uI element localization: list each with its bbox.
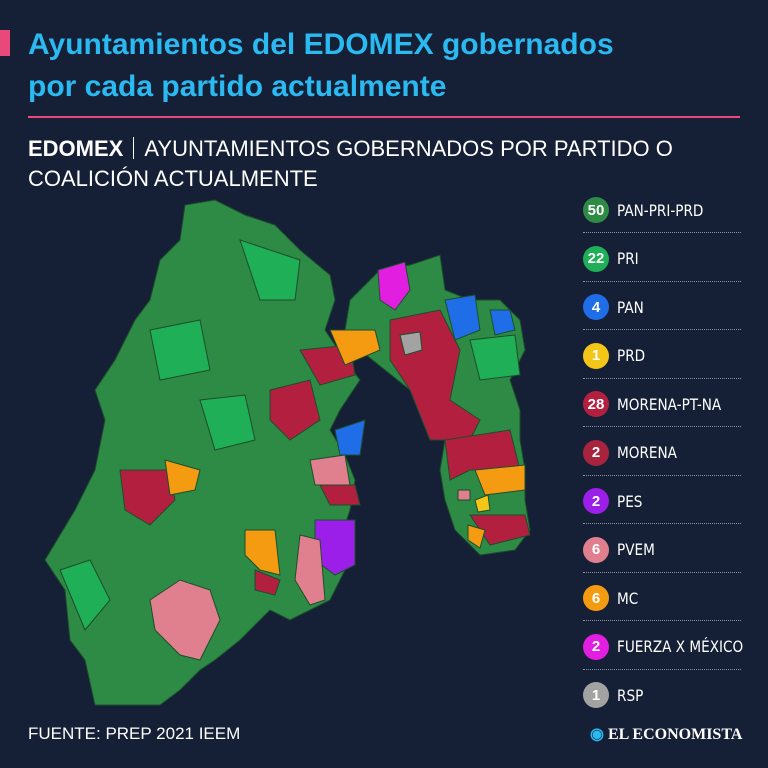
legend-count: 22	[583, 245, 609, 272]
region	[44, 199, 361, 706]
region	[149, 319, 211, 381]
region	[467, 524, 486, 549]
legend-label: PES	[617, 491, 643, 511]
region	[377, 261, 411, 311]
legend-count: 1	[583, 342, 609, 369]
subtitle-line: EDOMEX AYUNTAMIENTOS GOBERNADOS POR PARTI…	[28, 134, 673, 164]
legend-separator	[583, 329, 741, 330]
legend-separator	[583, 280, 741, 282]
legend-separator	[583, 668, 741, 670]
legend-label: FUERZA X MÉXICO	[617, 637, 744, 656]
region	[149, 579, 221, 661]
title: Ayuntamientos del EDOMEX gobernados por …	[28, 24, 614, 108]
separator	[133, 137, 135, 159]
region	[399, 331, 423, 356]
legend-separator	[583, 232, 741, 233]
subtitle-text: AYUNTAMIENTOS GOBERNADOS POR PARTIDO O	[144, 136, 673, 161]
subtitle-label: EDOMEX	[28, 136, 124, 161]
legend-separator	[583, 377, 741, 379]
region	[239, 239, 301, 301]
region	[474, 494, 491, 513]
legend-label: PVEM	[617, 540, 655, 559]
legend-label: MC	[617, 588, 639, 608]
region	[334, 419, 366, 456]
region	[329, 329, 381, 366]
region	[309, 454, 351, 486]
legend-label: PRD	[617, 346, 646, 365]
legend-count: 4	[583, 294, 609, 320]
legend-count: 2	[583, 488, 609, 514]
title-line: Ayuntamientos del EDOMEX gobernados	[28, 28, 614, 61]
region	[319, 484, 361, 506]
region	[444, 294, 481, 341]
subtitle-line: COALICIÓN ACTUALMENTE	[28, 166, 318, 191]
region	[254, 569, 281, 596]
legend-item: 2 FUERZA X MÉXICO	[583, 633, 766, 660]
legend-label: PAN	[617, 297, 644, 317]
legend-item: 50 PAN-PRI-PRD	[583, 197, 719, 223]
legend-item: 6 PVEM	[583, 536, 662, 563]
region	[244, 529, 281, 576]
legend-item: 28 MORENA-PT-NA	[583, 391, 740, 417]
title-line: por cada partido actualmente	[28, 70, 447, 103]
legend-count: 1	[583, 682, 609, 708]
divider	[28, 116, 740, 118]
legend-label: MORENA-PT-NA	[617, 394, 722, 414]
legend-separator	[583, 620, 741, 621]
legend-item: 1 RSP	[583, 682, 648, 708]
legend-label: RSP	[617, 685, 644, 705]
region	[489, 309, 516, 336]
legend-separator	[583, 426, 741, 427]
region	[469, 334, 521, 381]
legend-item: 22 PRI	[583, 245, 642, 272]
legend-separator	[583, 523, 741, 524]
legend-item: 6 MC	[583, 585, 642, 611]
brand: ◉ EL ECONOMISTA	[590, 724, 742, 744]
legend-item: 2 PES	[583, 488, 647, 514]
region	[294, 534, 326, 606]
brand-text: EL ECONOMISTA	[607, 726, 743, 743]
region	[457, 489, 471, 501]
legend-separator	[583, 474, 741, 476]
legend-label: PAN-PRI-PRD	[617, 200, 704, 220]
legend-count: 6	[583, 585, 609, 611]
region	[164, 459, 201, 496]
legend-separator	[583, 571, 741, 573]
legend-count: 2	[583, 633, 609, 660]
region	[119, 469, 176, 526]
region	[474, 464, 526, 496]
legend-count: 2	[583, 439, 609, 466]
legend-label: PRI	[617, 249, 639, 268]
legend-count: 50	[583, 197, 609, 223]
brand-icon: ◉	[590, 726, 608, 743]
legend-label: MORENA	[617, 443, 677, 462]
accent-bar	[0, 30, 10, 56]
legend-item: 1 PRD	[583, 342, 650, 369]
legend-item: 2 MORENA	[583, 439, 688, 466]
region	[199, 394, 256, 451]
legend-count: 6	[583, 536, 609, 563]
legend-item: 4 PAN	[583, 294, 649, 320]
subtitle: EDOMEX AYUNTAMIENTOS GOBERNADOS POR PARTI…	[28, 134, 673, 194]
region	[269, 379, 321, 441]
source: FUENTE: PREP 2021 IEEM	[28, 724, 241, 743]
map	[44, 199, 531, 706]
region	[59, 559, 111, 631]
legend-count: 28	[583, 391, 609, 417]
